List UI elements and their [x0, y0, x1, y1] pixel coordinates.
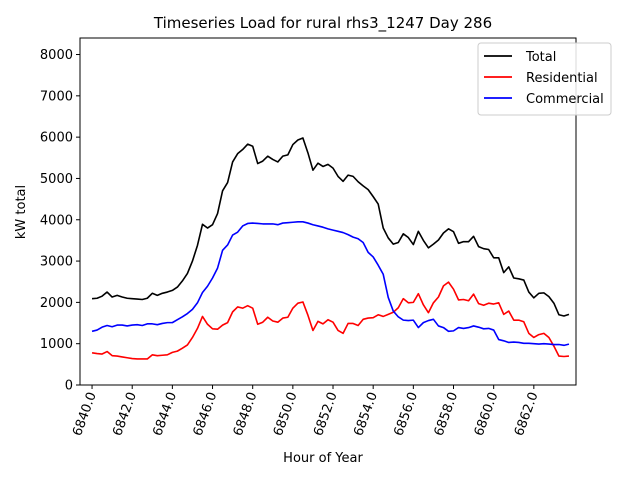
y-axis: 0 1000 2000 3000 4000 5000 6000 7000 8000: [40, 48, 80, 394]
y-tick-label: 7000: [40, 89, 73, 104]
chart-title: Timeseries Load for rural rhs3_1247 Day …: [153, 14, 492, 33]
series-line-residential: [91, 281, 570, 360]
y-tick-label: 4000: [40, 213, 73, 228]
series-line-commercial: [91, 221, 570, 347]
plot-area-frame: [79, 37, 577, 386]
legend-label-commercial: Commercial: [526, 92, 604, 107]
series-line-total: [91, 137, 570, 317]
y-tick-label: 2000: [40, 296, 73, 311]
legend-label-total: Total: [525, 50, 556, 65]
legend-label-residential: Residential: [526, 71, 598, 86]
x-axis-label: Hour of Year: [283, 451, 363, 466]
y-tick-label: 6000: [40, 131, 73, 146]
y-tick-label: 5000: [40, 172, 73, 187]
legend: Total Residential Commercial: [477, 42, 612, 116]
y-tick-label: 3000: [40, 255, 73, 270]
y-axis-label: kW total: [14, 185, 29, 239]
legend-box: [477, 42, 612, 116]
y-tick-label: 8000: [40, 48, 73, 63]
y-tick-label: 0: [65, 379, 73, 394]
y-tick-label: 1000: [40, 337, 73, 352]
